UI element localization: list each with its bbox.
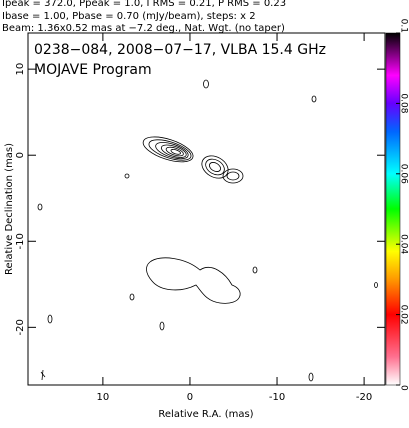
x-tick-label: -10	[269, 392, 285, 403]
x-axis-label: Relative R.A. (mas)	[158, 409, 253, 420]
header-line: Ipeak = 372.0, Ppeak = 1.0, I RMS = 0.21…	[2, 0, 286, 9]
colorbar-tick-label: 0	[399, 385, 409, 391]
colorbar-tick-label: 0.1	[399, 19, 409, 33]
colorbar-tick-label: 0.02	[399, 305, 409, 325]
y-tick-label: 0	[15, 152, 26, 158]
y-tick-label: -10	[15, 233, 26, 249]
contours	[37, 79, 378, 382]
y-axis-label: Relative Declination (mas)	[4, 143, 15, 275]
y-tick-label: -20	[15, 319, 26, 335]
x-tick-label: -20	[356, 392, 372, 403]
header-line: Beam: 1.36x0.52 mas at −7.2 deg., Nat. W…	[2, 23, 285, 34]
plot-title: 0238−084, 2008−07−17, VLBA 15.4 GHz	[34, 42, 326, 58]
x-tick-label: 10	[97, 392, 110, 403]
colorbar	[385, 32, 401, 386]
plot-frame	[27, 32, 386, 386]
header-line: Ibase = 1.00, Pbase = 0.70 (mJy/beam), s…	[2, 11, 256, 22]
colorbar-tick-label: 0.08	[399, 93, 409, 113]
x-tick-label: 0	[187, 392, 193, 403]
plot-subtitle: MOJAVE Program	[34, 62, 152, 78]
colorbar-tick-label: 0.04	[399, 234, 409, 254]
colorbar-tick-label: 0.06	[399, 164, 409, 184]
y-tick-label: 10	[15, 63, 26, 76]
